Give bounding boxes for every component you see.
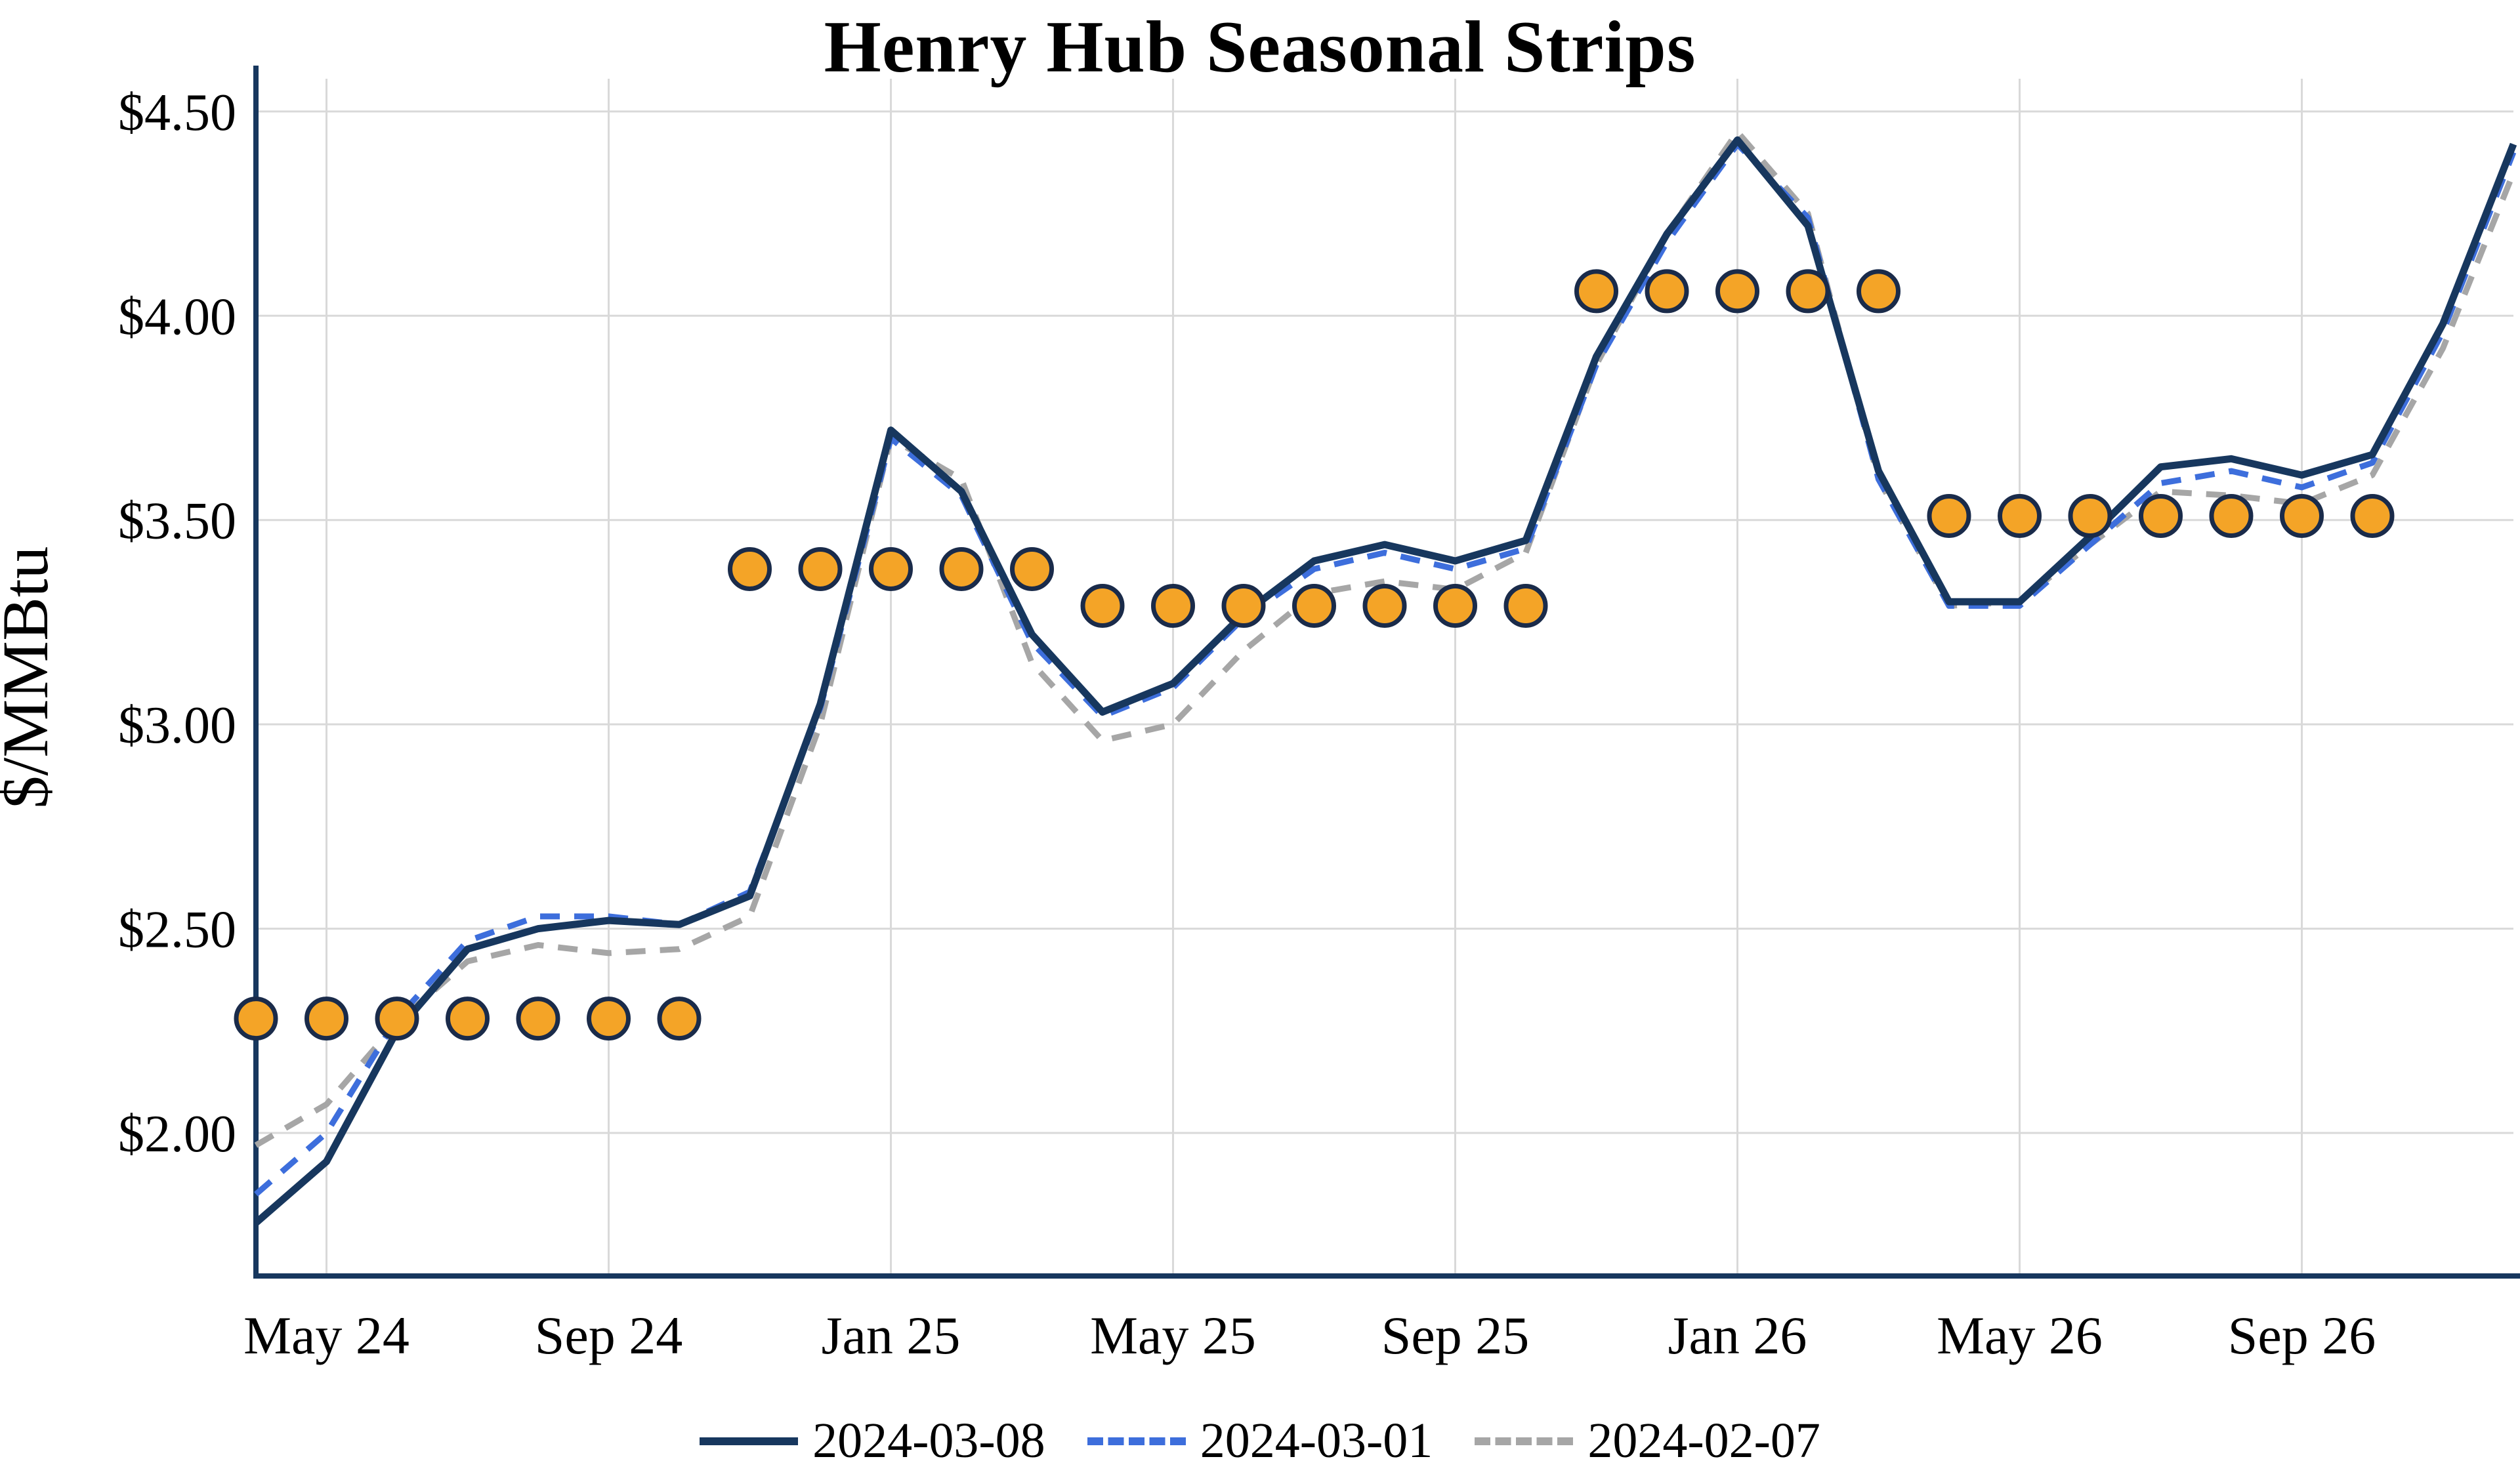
- x-tick-label: May 24: [243, 1305, 410, 1365]
- y-tick-label: $4.50: [118, 84, 236, 142]
- strip-dot: [1574, 269, 1618, 314]
- x-tick-label: Sep 25: [1381, 1305, 1530, 1365]
- strip-dot: [375, 997, 419, 1041]
- strip-dot: [798, 546, 843, 591]
- strip-dot: [869, 546, 913, 591]
- strip-dot: [657, 997, 702, 1041]
- legend-line-dashed-blue-icon: [1087, 1437, 1186, 1445]
- strip-dot: [1786, 269, 1830, 314]
- strip-dot: [2068, 493, 2112, 538]
- series-line-2024-02-07: [254, 129, 2517, 1148]
- strip-dot: [728, 546, 772, 591]
- strip-dot: [587, 997, 631, 1041]
- chart-title: Henry Hub Seasonal Strips: [824, 7, 1696, 88]
- strip-dot: [304, 997, 348, 1041]
- strip-dot: [1998, 493, 2042, 538]
- legend-line-solid-icon: [700, 1437, 799, 1445]
- legend-item-2024-02-07: 2024-02-07: [1475, 1412, 1820, 1470]
- strip-dot: [1857, 269, 1900, 314]
- x-tick-label: Sep 26: [2228, 1305, 2376, 1365]
- legend-item-2024-03-08: 2024-03-08: [700, 1412, 1045, 1470]
- strip-dot: [234, 997, 278, 1041]
- strip-dot: [1433, 583, 1477, 628]
- y-tick-label: $3.00: [118, 697, 236, 754]
- strip-dot: [1645, 269, 1689, 314]
- y-tick-label: $2.00: [118, 1105, 236, 1163]
- y-tick-label: $2.50: [118, 901, 236, 959]
- strip-dot: [1715, 269, 1759, 314]
- strip-dot: [1362, 583, 1407, 628]
- strip-dot: [1080, 583, 1125, 628]
- legend-item-2024-03-01: 2024-03-01: [1087, 1412, 1433, 1470]
- series-line-2024-03-01: [254, 141, 2517, 1197]
- x-tick-label: May 26: [1937, 1305, 2103, 1365]
- series-line-2024-03-08: [253, 136, 2517, 1226]
- strip-dot: [2209, 493, 2254, 538]
- legend-label: 2024-03-01: [1200, 1413, 1433, 1468]
- strip-dot: [1292, 583, 1336, 628]
- x-tick-label: May 25: [1090, 1305, 1256, 1365]
- y-tick-label: $3.50: [118, 493, 236, 550]
- x-tick-label: Jan 26: [1668, 1305, 1807, 1365]
- strip-dot: [516, 997, 560, 1041]
- legend-line-dashed-gray-icon: [1475, 1437, 1574, 1445]
- strip-dot: [1221, 583, 1266, 628]
- strip-dot: [446, 997, 490, 1041]
- x-tick-label: Sep 24: [535, 1305, 683, 1365]
- x-tick-label: Jan 25: [822, 1305, 961, 1365]
- strip-dot: [2350, 493, 2395, 538]
- strip-dot: [939, 546, 984, 591]
- strip-dot: [1151, 583, 1195, 628]
- strip-dot: [1927, 493, 1971, 538]
- legend-label: 2024-03-08: [812, 1413, 1045, 1468]
- strip-dot: [2139, 493, 2183, 538]
- legend-label: 2024-02-07: [1587, 1413, 1820, 1468]
- legend: 2024-03-08 2024-03-01 2024-02-07: [0, 1412, 2520, 1470]
- strip-dot: [1503, 583, 1548, 628]
- strip-dot: [2280, 493, 2324, 538]
- y-tick-label: $4.00: [118, 288, 236, 346]
- strip-dot: [1010, 546, 1054, 591]
- y-axis-title: $/MMBtu: [0, 546, 62, 808]
